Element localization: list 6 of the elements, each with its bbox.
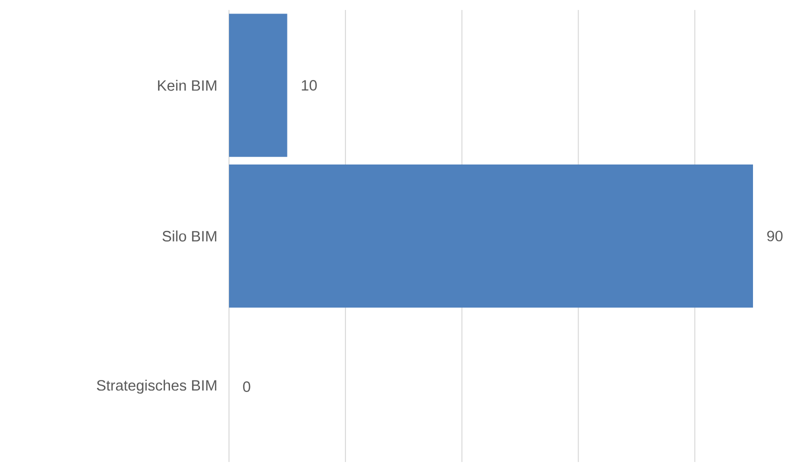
data-label: 0 (243, 381, 250, 392)
data-label: 90 (767, 230, 783, 242)
y-tick-label: Strategisches BIM (96, 380, 216, 394)
y-tick-label: Silo BIM (162, 230, 216, 242)
y-tick-label: Kein BIM (158, 80, 216, 91)
data-label: 10 (302, 80, 317, 91)
